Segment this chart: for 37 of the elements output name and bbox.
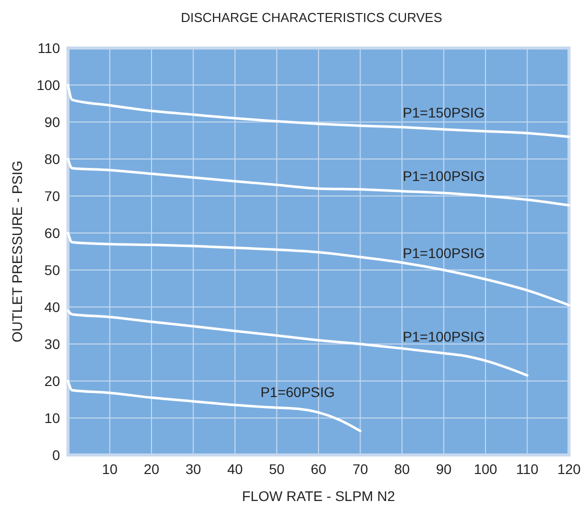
line-series [66,84,570,138]
x-tick-label: 90 [436,461,452,477]
x-tick-label: 50 [268,461,285,477]
y-tick-label: 30 [44,336,60,352]
y-tick-label: 70 [44,188,60,204]
line-series [66,232,570,306]
line-series [66,158,570,206]
chart-title: DISCHARGE CHARACTERISTICS CURVES [180,10,442,25]
line-series [66,309,528,377]
x-tick-label: 110 [516,461,539,477]
x-tick-label: 120 [557,461,581,477]
y-axis-title: OUTLET PRESSURE - PSIG [9,160,25,342]
x-tick-label: 30 [185,461,202,477]
line-series [66,380,362,432]
y-tick-label: 10 [44,410,60,426]
x-tick-label: 100 [474,461,498,477]
x-tick-label: 70 [352,461,368,477]
x-tick-label: 40 [227,461,243,477]
x-tick-label: 80 [394,461,410,477]
y-tick-label: 50 [44,262,60,278]
series-label: P1=60PSIG [260,384,335,400]
y-tick-label: 20 [44,373,60,389]
x-tick-label: 10 [102,461,118,477]
y-tick-label: 0 [52,447,60,463]
series-label: P1=100PSIG [402,245,485,261]
series-label: P1=150PSIG [402,104,485,120]
y-tick-label: 110 [38,40,60,56]
series-label: P1=100PSIG [402,168,485,184]
x-tick-label: 20 [144,461,160,477]
y-tick-label: 60 [44,225,60,241]
x-tick-label: 60 [310,461,326,477]
series-label: P1=100PSIG [402,328,485,344]
y-tick-label: 80 [44,151,60,167]
y-tick-label: 100 [36,77,60,93]
y-tick-label: 40 [44,299,60,315]
y-tick-label: 90 [44,114,60,130]
x-axis-title: FLOW RATE - SLPM N2 [242,488,396,504]
